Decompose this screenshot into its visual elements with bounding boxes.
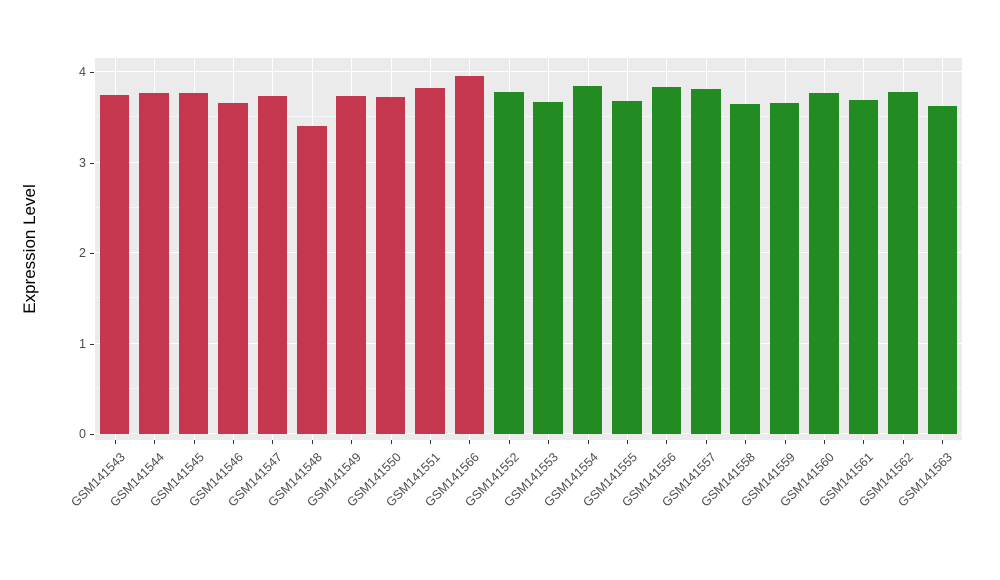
bar-GSM141548 — [296, 126, 327, 434]
x-tick-mark — [114, 440, 116, 444]
bar-GSM141547 — [257, 96, 288, 434]
bar-GSM141545 — [178, 92, 209, 434]
bar-GSM141561 — [848, 100, 879, 434]
bar-GSM141556 — [651, 87, 682, 434]
y-axis-title: Expression Level — [20, 184, 39, 314]
x-tick-mark — [627, 440, 629, 444]
bar-GSM141551 — [415, 88, 445, 434]
x-tick-mark — [587, 440, 589, 444]
bar-GSM141557 — [691, 89, 721, 434]
bar-GSM141563 — [927, 106, 958, 434]
bar-GSM141550 — [375, 97, 406, 434]
bar-GSM141558 — [730, 103, 761, 434]
x-tick-mark — [863, 440, 865, 444]
x-tick-mark — [311, 440, 313, 444]
x-tick-mark — [272, 440, 274, 444]
bar-GSM141552 — [494, 91, 524, 434]
minor-gridline — [95, 116, 962, 118]
bar-GSM141546 — [218, 102, 248, 434]
major-gridline — [95, 161, 962, 163]
y-tick-mark — [90, 162, 94, 164]
bar-GSM141560 — [809, 92, 839, 434]
minor-gridline — [95, 387, 962, 389]
x-tick-mark — [154, 440, 156, 444]
y-tick-mark — [90, 434, 94, 435]
y-tick-label: 3 — [79, 155, 86, 170]
bar-GSM141562 — [888, 91, 918, 434]
major-gridline — [95, 342, 962, 344]
major-gridline — [95, 252, 962, 253]
y-tick-label: 2 — [79, 246, 86, 260]
x-tick-mark — [508, 440, 510, 444]
major-gridline — [95, 433, 962, 434]
bar-GSM141555 — [612, 100, 642, 434]
bar-GSM141554 — [572, 86, 603, 434]
x-tick-mark — [429, 440, 431, 444]
x-tick-mark — [193, 440, 195, 444]
x-tick-mark — [942, 440, 944, 444]
bar-GSM141559 — [769, 102, 800, 434]
bar-GSM141549 — [336, 95, 366, 434]
y-tick-label: 0 — [79, 427, 86, 441]
bar-GSM141566 — [454, 75, 485, 434]
y-tick-label: 4 — [79, 65, 86, 79]
minor-gridline — [95, 297, 962, 299]
x-tick-mark — [784, 440, 786, 444]
x-tick-mark — [469, 440, 471, 444]
bar-GSM141543 — [99, 94, 130, 434]
plot-panel — [95, 58, 962, 440]
x-tick-mark — [824, 440, 826, 444]
x-tick-mark — [705, 440, 707, 444]
x-tick-mark — [745, 440, 747, 444]
x-tick-mark — [902, 440, 904, 444]
y-tick-mark — [90, 72, 94, 73]
x-tick-mark — [548, 440, 550, 444]
x-tick-mark — [666, 440, 668, 444]
y-tick-label: 1 — [79, 336, 86, 351]
minor-gridline — [95, 206, 962, 208]
bar-GSM141544 — [139, 92, 169, 434]
bar-GSM141553 — [533, 101, 563, 434]
y-tick-mark — [90, 343, 94, 345]
major-gridline — [95, 71, 962, 72]
x-tick-mark — [351, 440, 353, 444]
x-tick-mark — [232, 440, 234, 444]
y-tick-mark — [90, 253, 94, 254]
x-tick-mark — [390, 440, 392, 444]
